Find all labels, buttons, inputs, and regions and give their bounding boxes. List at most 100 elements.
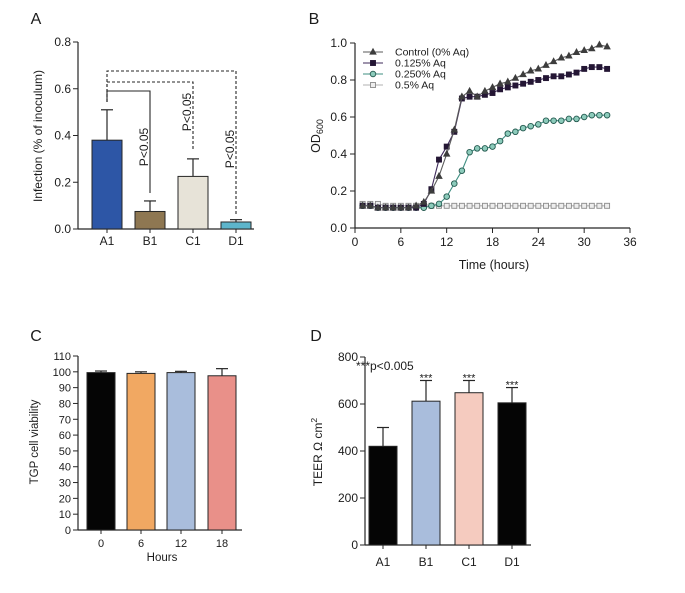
y-axis-title-text: TEER Ω cm bbox=[311, 423, 325, 487]
x-tick-label: D1 bbox=[228, 234, 244, 248]
legend-label: 0.5% Aq bbox=[395, 80, 434, 92]
y-tick-label: 0.2 bbox=[54, 175, 71, 189]
data-point bbox=[603, 42, 611, 50]
legend: Control (0% Aq)0.125% Aq0.250% Aq0.5% Aq bbox=[363, 47, 469, 92]
data-point bbox=[474, 202, 481, 209]
data-point bbox=[543, 202, 549, 209]
data-point bbox=[604, 65, 611, 72]
data-point bbox=[565, 202, 572, 209]
legend-label: 0.250% Aq bbox=[395, 69, 446, 81]
x-tick-label: 0 bbox=[352, 235, 359, 249]
data-point bbox=[489, 202, 496, 209]
data-point bbox=[489, 143, 496, 150]
data-point bbox=[588, 44, 596, 52]
data-point bbox=[512, 202, 519, 209]
data-point bbox=[504, 77, 512, 85]
data-point bbox=[504, 202, 511, 209]
y-axis-title: TEER Ω cm2 bbox=[309, 418, 325, 487]
data-point bbox=[527, 122, 534, 130]
y-tick-label: 0.8 bbox=[330, 73, 347, 87]
data-point bbox=[381, 203, 390, 211]
x-tick-label: 18 bbox=[216, 538, 228, 550]
panel-letter: D bbox=[310, 328, 322, 345]
x-tick-label: 0 bbox=[98, 538, 104, 550]
x-tick-label: A1 bbox=[100, 234, 115, 248]
data-point bbox=[497, 86, 504, 93]
x-tick-label: 12 bbox=[175, 538, 187, 550]
data-point bbox=[549, 57, 558, 65]
data-point bbox=[473, 145, 481, 152]
bar-c1 bbox=[177, 175, 209, 230]
legend-marker bbox=[369, 47, 377, 55]
data-point bbox=[496, 137, 504, 145]
series-control-0-aq bbox=[358, 40, 611, 211]
y-axis-title-text: Infection (% of inoculum) bbox=[31, 70, 45, 202]
data-point bbox=[596, 64, 603, 71]
data-point bbox=[519, 124, 527, 132]
y-tick-label: 100 bbox=[53, 367, 71, 379]
data-point bbox=[596, 202, 603, 209]
data-point bbox=[473, 92, 481, 100]
x-tick-label: C1 bbox=[461, 555, 477, 569]
y-tick-label: 0.0 bbox=[54, 222, 71, 236]
legend-item-0-125-aq: 0.125% Aq bbox=[363, 58, 446, 70]
data-point bbox=[504, 84, 511, 91]
bar-d1 bbox=[497, 402, 527, 546]
data-point bbox=[428, 202, 435, 210]
panel-letter: C bbox=[30, 328, 42, 345]
x-tick-label: 24 bbox=[532, 235, 546, 249]
data-point bbox=[573, 115, 580, 123]
data-point bbox=[550, 202, 557, 209]
bar-c1 bbox=[454, 392, 484, 546]
data-point bbox=[458, 202, 465, 209]
y-tick-label: 1.0 bbox=[330, 36, 347, 50]
x-tick-label: D1 bbox=[504, 555, 520, 569]
x-tick-label: 12 bbox=[440, 235, 454, 249]
data-point bbox=[374, 203, 382, 211]
data-point bbox=[465, 86, 474, 94]
p-value-label: P<0.05 bbox=[223, 129, 237, 168]
data-point bbox=[427, 186, 436, 194]
y-axis-title: TGP cell viability bbox=[29, 399, 41, 484]
y-tick-label: 30 bbox=[59, 478, 71, 490]
data-point bbox=[565, 51, 573, 59]
y-axis-title-superscript: 2 bbox=[309, 418, 319, 423]
data-point bbox=[458, 167, 466, 174]
data-point bbox=[580, 113, 588, 121]
y-tick-label: 0.2 bbox=[330, 184, 347, 198]
data-point bbox=[535, 121, 542, 128]
data-point bbox=[397, 203, 405, 211]
data-point bbox=[489, 90, 496, 96]
data-point bbox=[565, 115, 573, 123]
data-point bbox=[497, 202, 504, 209]
data-point bbox=[358, 201, 367, 209]
data-point bbox=[420, 197, 428, 205]
data-point bbox=[488, 83, 497, 91]
data-point bbox=[565, 71, 572, 78]
y-tick-label: 200 bbox=[338, 491, 358, 505]
panel-a: 0.0 0.2 0.4 0.6 0.8 A Infection (% of inoculum… bbox=[31, 11, 254, 248]
bar-0 bbox=[86, 372, 116, 531]
legend-marker bbox=[370, 82, 376, 88]
data-point bbox=[404, 203, 413, 211]
data-point bbox=[481, 145, 489, 152]
y-axis-title-text: OD bbox=[309, 134, 323, 153]
x-tick-label: B1 bbox=[143, 234, 158, 248]
y-tick-label: 40 bbox=[59, 462, 71, 474]
y-tick-label: 0 bbox=[65, 525, 71, 537]
data-point bbox=[550, 73, 557, 80]
data-point bbox=[389, 203, 397, 211]
data-point bbox=[580, 46, 588, 54]
data-point bbox=[466, 93, 473, 100]
data-point bbox=[542, 117, 550, 124]
data-point bbox=[573, 202, 580, 209]
x-tick-label: 18 bbox=[486, 235, 500, 249]
y-tick-label: 20 bbox=[59, 493, 71, 505]
y-tick-label: 110 bbox=[53, 351, 71, 363]
data-point bbox=[466, 148, 473, 156]
data-point bbox=[542, 60, 550, 68]
x-tick-label: C1 bbox=[185, 234, 201, 248]
legend-item-control-0-aq: Control (0% Aq) bbox=[363, 47, 469, 59]
bar-b1 bbox=[134, 210, 166, 230]
data-point bbox=[512, 128, 519, 136]
